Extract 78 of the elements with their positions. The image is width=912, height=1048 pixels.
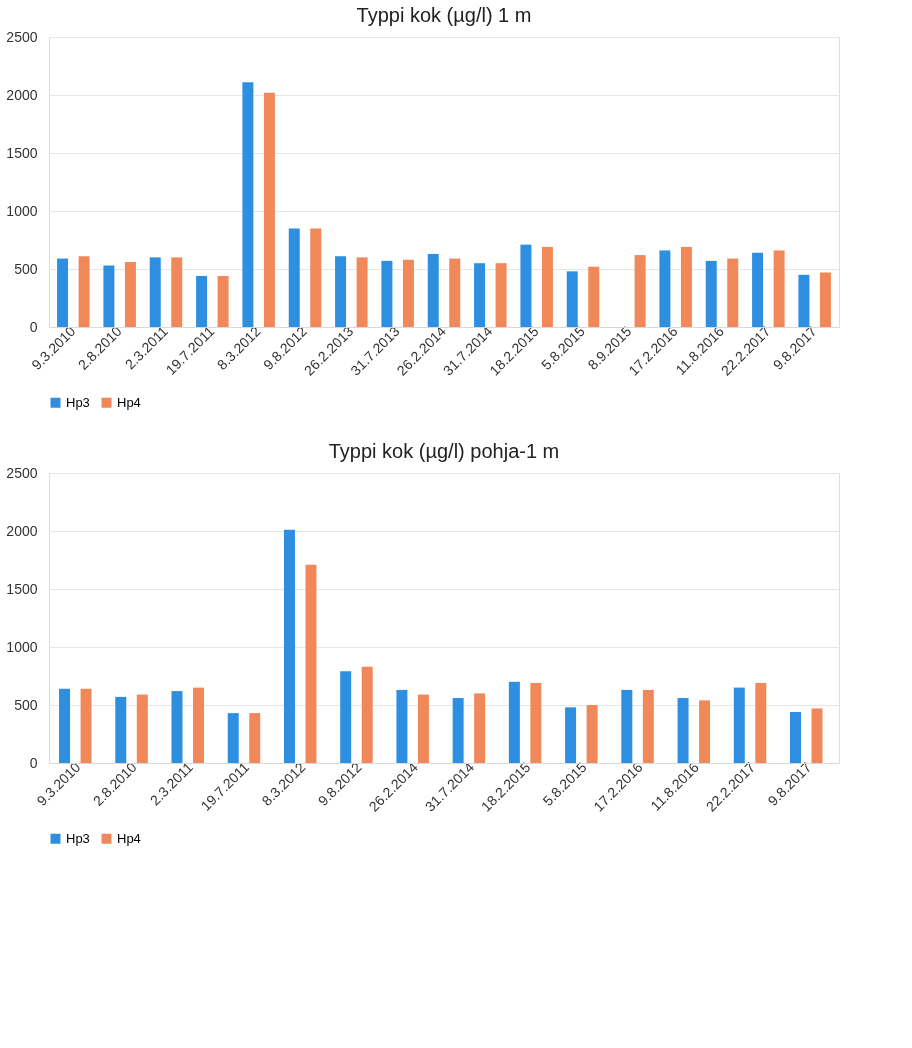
bar [171,257,183,327]
bar [705,260,717,327]
legend-label: Hp4 [117,394,141,410]
bar [659,250,671,327]
bar [427,253,439,327]
bar [171,691,183,763]
y-tick-label: 1000 [6,202,38,219]
bar [242,82,254,327]
bar [530,682,542,763]
bar [283,529,295,763]
chart-title: Typpi kok (µg/l) 1 m [356,4,532,26]
bar [727,258,739,327]
bar [474,693,486,763]
legend-label: Hp4 [117,830,141,846]
bar [508,681,520,763]
bar [811,708,823,763]
y-tick-label: 2000 [6,86,38,103]
bar [680,246,692,327]
y-tick-label: 1500 [6,580,38,597]
y-tick-label: 1000 [6,638,38,655]
bar [790,711,802,763]
bar [217,275,229,327]
bar [642,689,654,763]
bar [361,666,373,763]
bar [798,274,810,327]
y-tick-label: 0 [29,754,38,771]
bar [699,700,711,763]
bar [566,271,578,327]
bar [452,698,464,763]
bar [103,265,115,327]
bar [193,687,205,763]
bar [305,564,317,763]
bar [417,694,429,763]
bar [227,713,239,763]
bar [80,688,92,763]
bar [474,263,486,327]
bar [586,705,598,763]
bar [819,272,831,327]
bar [288,228,300,327]
bar [335,256,347,327]
bar [752,252,764,327]
bar [402,259,414,327]
bar [449,258,461,327]
bar [78,256,90,327]
y-tick-label: 1500 [6,144,38,161]
bar [755,682,767,763]
bar [115,696,127,763]
bar [634,255,646,327]
y-tick-label: 500 [14,696,38,713]
bar [396,689,408,763]
bar [541,246,553,327]
y-tick-label: 500 [14,260,38,277]
bar [249,713,261,763]
bar [263,92,275,327]
bar [340,671,352,763]
bar [520,244,532,327]
bar [57,258,69,327]
bar [588,266,600,327]
bar [356,257,368,327]
bar [565,707,577,763]
chart-title: Typpi kok (µg/l) pohja-1 m [328,440,560,462]
y-tick-label: 2000 [6,522,38,539]
bar [310,228,322,327]
bar [149,257,161,327]
bar [136,694,148,763]
legend-label: Hp3 [66,830,90,846]
bar [124,262,136,327]
bar [381,260,393,327]
bar [773,250,785,327]
bar [196,275,208,327]
y-tick-label: 2500 [6,464,38,481]
bar [495,263,507,327]
legend-label: Hp3 [66,394,90,410]
bar [621,689,633,763]
bar [733,687,745,763]
bar [59,688,71,763]
bar [677,698,689,763]
y-tick-label: 2500 [6,28,38,45]
